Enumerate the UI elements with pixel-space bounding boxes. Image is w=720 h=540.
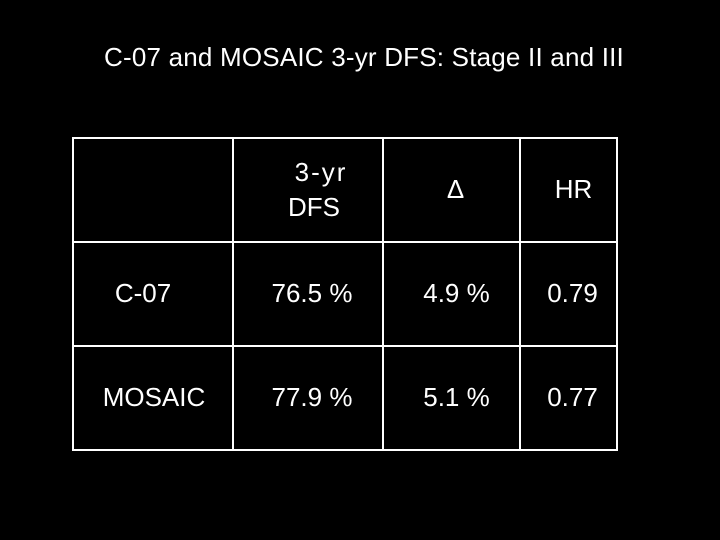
row-label: C-07 — [114, 278, 172, 309]
row-hr: 0.77 — [547, 382, 598, 413]
row-delta: 4.9 % — [423, 278, 490, 309]
header-dfs-line1: 3-yr — [294, 156, 348, 187]
header-cell-dfs: 3-yr DFS — [234, 139, 382, 241]
row-delta: 5.1 % — [423, 382, 490, 413]
slide-title: C-07 and MOSAIC 3-yr DFS: Stage II and I… — [104, 42, 624, 72]
table-divider-1 — [232, 137, 234, 451]
header-cell-delta: Δ — [446, 174, 465, 205]
table-divider-3 — [519, 137, 521, 451]
header-dfs-line2: DFS — [288, 192, 340, 222]
row-dfs: 76.5 % — [271, 278, 353, 309]
table-border-top — [72, 137, 618, 139]
table-border-left — [72, 137, 74, 451]
header-cell-empty — [74, 139, 232, 241]
row-hr: 0.79 — [547, 278, 598, 309]
table-header-divider — [72, 241, 618, 243]
table-border-bottom — [72, 449, 618, 451]
table-border-right — [616, 137, 618, 451]
header-cell-hr: HR — [554, 174, 593, 205]
table-divider-2 — [382, 137, 384, 451]
row-label: MOSAIC — [102, 382, 206, 413]
table-row-divider — [72, 345, 618, 347]
row-dfs: 77.9 % — [271, 382, 353, 413]
